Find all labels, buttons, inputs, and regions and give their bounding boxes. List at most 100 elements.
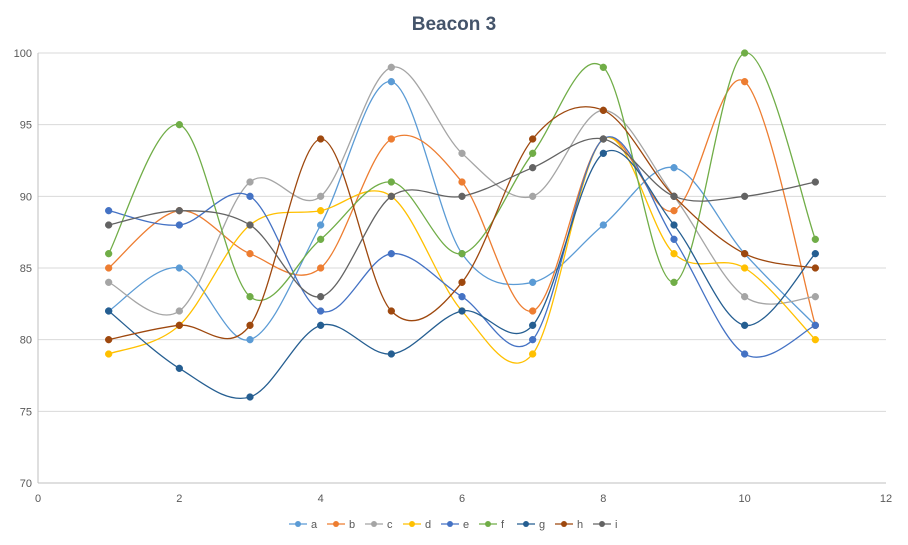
series-e: [105, 135, 819, 358]
data-point-b: [458, 178, 466, 186]
series-lines: [105, 49, 819, 401]
data-point-e: [105, 207, 113, 215]
legend-swatch-marker: [599, 521, 605, 527]
data-point-g: [246, 393, 254, 401]
data-point-a: [670, 164, 678, 172]
data-point-h: [741, 250, 749, 258]
legend-item-h: h: [555, 519, 583, 531]
data-point-f: [811, 235, 819, 243]
data-point-c: [458, 149, 466, 157]
data-point-f: [317, 235, 325, 243]
x-tick-label: 2: [176, 493, 182, 505]
data-point-f: [529, 149, 537, 157]
data-point-g: [741, 321, 749, 329]
legend-swatch-marker: [409, 521, 415, 527]
data-point-e: [175, 221, 183, 229]
legend-item-g: g: [517, 519, 545, 531]
legend: a b c d e f g h i: [289, 519, 617, 531]
y-tick-label: 85: [20, 263, 32, 275]
legend-label: i: [615, 519, 617, 531]
data-point-e: [317, 307, 325, 315]
data-point-h: [175, 321, 183, 329]
data-point-a: [599, 221, 607, 229]
series-g: [105, 149, 819, 401]
legend-label: f: [501, 519, 505, 531]
legend-label: h: [577, 519, 583, 531]
series-line-a: [108, 81, 816, 341]
data-point-g: [105, 307, 113, 315]
data-point-c: [387, 63, 395, 71]
legend-swatch-marker: [561, 521, 567, 527]
data-point-e: [529, 336, 537, 344]
data-point-i: [670, 192, 678, 200]
series-line-f: [108, 52, 816, 302]
legend-swatch-marker: [333, 521, 339, 527]
data-point-e: [387, 250, 395, 258]
series-line-g: [108, 150, 816, 399]
x-tick-label: 6: [459, 493, 465, 505]
data-point-h: [458, 278, 466, 286]
data-point-b: [105, 264, 113, 272]
legend-item-i: i: [593, 519, 617, 531]
data-point-i: [599, 135, 607, 143]
legend-label: e: [463, 519, 469, 531]
series-i: [105, 135, 819, 301]
data-point-b: [387, 135, 395, 143]
data-point-d: [670, 250, 678, 258]
data-point-i: [811, 178, 819, 186]
legend-item-a: a: [289, 519, 318, 531]
data-point-f: [458, 250, 466, 258]
y-tick-label: 90: [20, 191, 32, 203]
legend-swatch-marker: [485, 521, 491, 527]
legend-label: g: [539, 519, 545, 531]
data-point-e: [741, 350, 749, 358]
data-point-i: [529, 164, 537, 172]
data-point-c: [105, 278, 113, 286]
data-point-d: [105, 350, 113, 358]
data-point-f: [105, 250, 113, 258]
data-point-e: [458, 293, 466, 301]
data-point-g: [670, 221, 678, 229]
data-point-d: [529, 350, 537, 358]
series-d: [105, 135, 819, 364]
legend-item-c: c: [365, 519, 393, 531]
series-b: [105, 78, 819, 329]
series-line-i: [108, 137, 816, 298]
data-point-b: [529, 307, 537, 315]
data-point-g: [529, 321, 537, 329]
data-point-c: [811, 293, 819, 301]
data-point-h: [599, 106, 607, 114]
x-tick-label: 0: [35, 493, 41, 505]
legend-item-e: e: [441, 519, 469, 531]
legend-label: a: [311, 519, 318, 531]
x-tick-labels: 0 2 4 6 8 10 12: [35, 493, 892, 505]
data-point-d: [811, 336, 819, 344]
data-point-i: [175, 207, 183, 215]
data-point-a: [387, 78, 395, 86]
data-point-f: [175, 121, 183, 129]
x-tick-label: 10: [739, 493, 751, 505]
data-point-h: [246, 321, 254, 329]
data-point-a: [317, 221, 325, 229]
data-point-g: [811, 250, 819, 258]
data-point-a: [529, 278, 537, 286]
x-tick-label: 8: [600, 493, 606, 505]
legend-label: d: [425, 519, 431, 531]
data-point-b: [670, 207, 678, 215]
legend-label: b: [349, 519, 355, 531]
data-point-h: [387, 307, 395, 315]
data-point-h: [811, 264, 819, 272]
data-point-a: [175, 264, 183, 272]
data-point-c: [175, 307, 183, 315]
data-point-b: [317, 264, 325, 272]
data-point-g: [317, 321, 325, 329]
data-point-e: [246, 192, 254, 200]
data-point-i: [387, 192, 395, 200]
data-point-g: [458, 307, 466, 315]
data-point-d: [317, 207, 325, 215]
legend-swatch-marker: [371, 521, 377, 527]
data-point-i: [246, 221, 254, 229]
legend-item-f: f: [479, 519, 505, 531]
data-point-g: [175, 364, 183, 372]
